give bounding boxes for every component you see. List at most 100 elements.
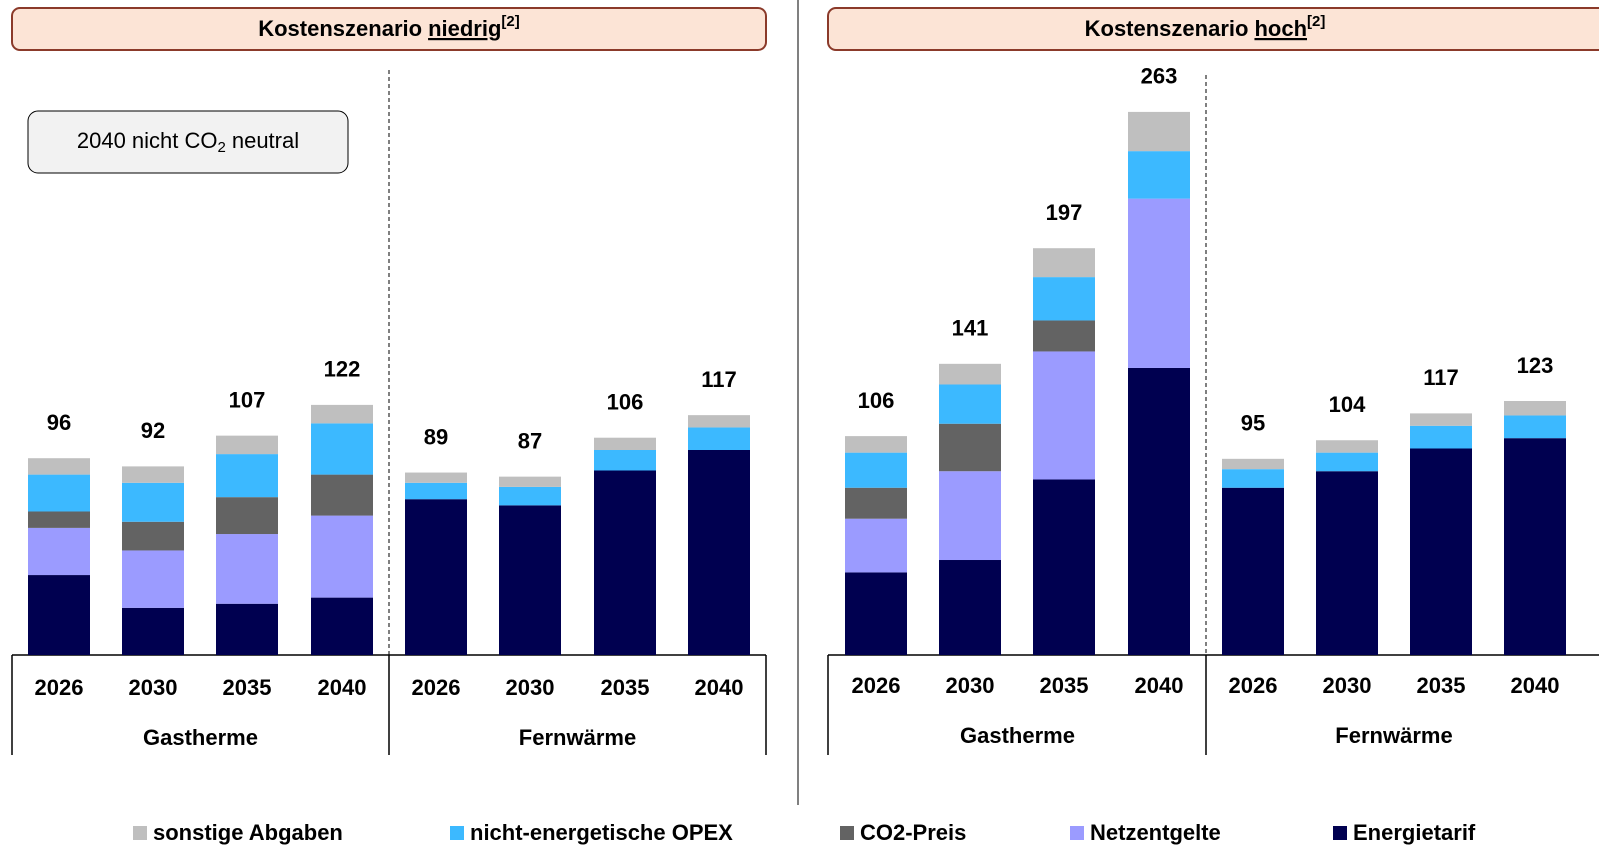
bar-segment [1033, 320, 1095, 352]
legend-swatch [133, 826, 147, 840]
bar-segment [28, 527, 90, 576]
bar-segment [216, 497, 278, 535]
bar-segment [845, 452, 907, 488]
annotation-sub: 2 [218, 139, 226, 156]
bar-segment [28, 458, 90, 475]
bar-segment [216, 603, 278, 655]
title-emphasis: niedrig [428, 16, 501, 41]
group-label: Gastherme [960, 723, 1075, 748]
bar-segment [594, 450, 656, 471]
bar-segment [1410, 448, 1472, 655]
bar-segment [311, 515, 373, 598]
legend-label: sonstige Abgaben [153, 820, 343, 845]
bar-segment [499, 505, 561, 655]
bar-segment [122, 482, 184, 522]
total-label: 122 [324, 357, 361, 382]
bar-segment [311, 404, 373, 424]
bar-segment [1504, 401, 1566, 416]
bar-segment [1316, 452, 1378, 472]
x-tick-label: 2040 [695, 675, 744, 700]
legend-swatch [1070, 826, 1084, 840]
bar-segment [1316, 471, 1378, 655]
bar-segment [939, 560, 1001, 655]
total-label: 96 [47, 410, 71, 435]
bar-segment [216, 534, 278, 604]
bar-segment [1128, 111, 1190, 152]
total-label: 117 [701, 367, 737, 392]
annotation-box [27, 110, 349, 174]
bar-segment [28, 474, 90, 512]
x-tick-label: 2035 [601, 675, 650, 700]
title-text: Kostenszenario [1085, 16, 1249, 41]
x-tick-label: 2030 [129, 675, 178, 700]
bar-segment [405, 499, 467, 655]
group-label: Fernwärme [1335, 723, 1452, 748]
title-note: [2] [1307, 13, 1325, 30]
bar-segment [1128, 198, 1190, 368]
bar-segment [939, 423, 1001, 472]
title-note: [2] [501, 13, 519, 30]
legend-label: nicht-energetische OPEX [470, 820, 733, 845]
bar-segment [1504, 438, 1566, 655]
bar-segment [1410, 425, 1472, 449]
x-tick-label: 2030 [506, 675, 555, 700]
total-label: 123 [1517, 353, 1554, 378]
bar-segment [311, 597, 373, 655]
legend-label: CO2-Preis [860, 820, 966, 845]
x-tick-label: 2035 [223, 675, 272, 700]
bar-segment [1033, 479, 1095, 655]
bar-segment [405, 472, 467, 483]
bar-segment [122, 521, 184, 551]
bar-segment [1033, 351, 1095, 480]
bar-segment [122, 607, 184, 655]
total-label: 89 [424, 424, 448, 449]
bar-segment [311, 423, 373, 475]
total-label: 197 [1046, 200, 1083, 225]
total-label: 92 [141, 418, 165, 443]
bar-segment [688, 415, 750, 428]
x-tick-label: 2035 [1417, 673, 1466, 698]
bar-segment [688, 427, 750, 450]
bar-segment [122, 466, 184, 483]
bar-segment [845, 436, 907, 453]
annotation-tail: neutral [232, 128, 299, 153]
title-text: Kostenszenario [258, 16, 422, 41]
bar-segment [1222, 458, 1284, 470]
legend-label: Netzentgelte [1090, 820, 1221, 845]
legend-swatch [840, 826, 854, 840]
bar-segment [216, 435, 278, 455]
group-label: Fernwärme [519, 725, 636, 750]
annotation: 2040 nicht CO2 neutral [77, 128, 299, 156]
legend-label: Energietarif [1353, 820, 1476, 845]
bar-segment [1033, 248, 1095, 278]
bar-segment [1222, 487, 1284, 655]
legend-swatch [450, 826, 464, 840]
x-tick-label: 2026 [412, 675, 461, 700]
bar-segment [845, 572, 907, 655]
x-tick-label: 2040 [1135, 673, 1184, 698]
bar-segment [939, 471, 1001, 561]
total-label: 107 [229, 387, 266, 412]
bar-segment [939, 363, 1001, 385]
group-label: Gastherme [143, 725, 258, 750]
bar-segment [28, 511, 90, 528]
bar-segment [499, 476, 561, 487]
bar-segment [1128, 367, 1190, 655]
x-tick-label: 2040 [1511, 673, 1560, 698]
total-label: 141 [952, 316, 989, 341]
x-tick-label: 2030 [1323, 673, 1372, 698]
bar-segment [688, 450, 750, 655]
bar-segment [499, 486, 561, 506]
annotation-text: 2040 nicht CO [77, 128, 218, 153]
bar-segment [1128, 151, 1190, 199]
x-tick-label: 2026 [35, 675, 84, 700]
title-box [827, 7, 1599, 51]
x-tick-label: 2030 [946, 673, 995, 698]
total-label: 104 [1329, 392, 1366, 417]
bar-segment [845, 518, 907, 573]
bar-segment [1504, 415, 1566, 439]
bar-segment [1222, 469, 1284, 488]
total-label: 106 [607, 390, 644, 415]
